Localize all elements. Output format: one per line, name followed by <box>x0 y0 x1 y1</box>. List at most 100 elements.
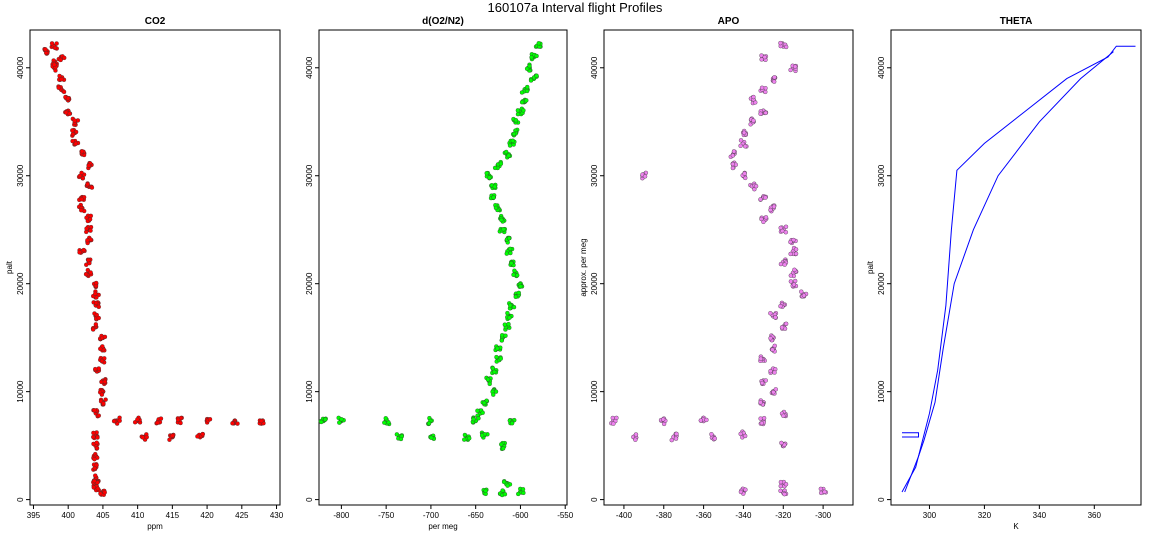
data-point <box>493 205 499 211</box>
data-point <box>509 261 514 266</box>
data-point <box>642 174 648 179</box>
data-point <box>536 41 541 46</box>
data-point <box>778 483 783 489</box>
data-point <box>778 40 783 46</box>
data-point <box>483 488 488 494</box>
data-point <box>507 143 513 148</box>
data-point <box>501 446 506 451</box>
data-point <box>73 141 78 146</box>
data-point <box>768 207 773 213</box>
x-tick-label: 410 <box>131 511 145 520</box>
data-point <box>88 213 94 218</box>
data-point <box>503 333 508 338</box>
x-tick-label: 360 <box>1088 511 1102 520</box>
y-axis-label: palt <box>866 260 875 274</box>
data-point <box>90 327 96 332</box>
data-point <box>783 482 789 487</box>
data-point <box>200 432 205 437</box>
data-point <box>779 440 784 446</box>
data-point <box>475 408 480 413</box>
data-point <box>323 417 328 422</box>
data-point <box>742 171 747 176</box>
y-tick-label: 40000 <box>590 56 599 79</box>
data-point <box>56 85 61 90</box>
data-point <box>504 251 509 256</box>
data-point <box>462 437 467 442</box>
data-point <box>195 434 200 439</box>
y-tick-label: 30000 <box>877 164 886 187</box>
data-point <box>772 370 777 375</box>
data-point <box>158 416 164 421</box>
data-point <box>508 250 513 256</box>
data-point <box>759 420 765 426</box>
plot-frame <box>603 29 854 506</box>
data-point <box>784 44 789 50</box>
data-point <box>524 88 530 94</box>
data-point <box>498 161 504 166</box>
data-point <box>94 440 99 445</box>
data-point <box>743 487 748 492</box>
x-tick-label: 340 <box>1033 511 1047 520</box>
data-point <box>95 486 101 491</box>
data-point <box>87 217 93 222</box>
data-point <box>337 420 342 425</box>
data-point <box>144 434 149 440</box>
data-point <box>515 111 521 117</box>
data-point <box>88 270 93 275</box>
data-point <box>319 419 324 425</box>
x-tick-label: 300 <box>923 511 937 520</box>
x-tick-label: -550 <box>557 511 574 520</box>
x-axis-label: ppm <box>147 522 163 531</box>
data-point <box>57 73 62 79</box>
y-tick-label: 10000 <box>590 380 599 403</box>
y-tick-label: 20000 <box>16 272 25 295</box>
data-point <box>85 267 90 273</box>
data-point <box>758 356 763 361</box>
data-point <box>772 75 777 80</box>
y-tick-label: 0 <box>16 497 25 502</box>
data-point <box>86 257 91 263</box>
data-point <box>103 397 108 402</box>
data-point <box>524 98 529 103</box>
x-tick-label: -750 <box>378 511 395 520</box>
data-point <box>534 53 539 59</box>
data-point <box>511 304 517 310</box>
data-point <box>782 262 787 267</box>
data-point <box>513 294 518 299</box>
data-point <box>499 442 504 447</box>
data-point <box>84 262 89 267</box>
x-tick-label: -650 <box>468 511 485 520</box>
data-point <box>91 434 96 440</box>
data-point <box>516 290 521 296</box>
data-point <box>52 45 58 51</box>
data-point <box>170 433 175 438</box>
data-point <box>773 387 778 392</box>
data-point <box>502 492 508 497</box>
data-point <box>492 165 498 171</box>
data-point <box>93 300 99 306</box>
panel-title: THETA <box>1000 16 1033 27</box>
data-point <box>512 268 517 273</box>
data-point <box>491 195 496 200</box>
panel-title: APO <box>718 16 740 27</box>
data-point <box>793 64 798 69</box>
data-point <box>507 315 512 320</box>
data-point <box>101 401 106 406</box>
x-tick-label: 430 <box>270 511 284 520</box>
data-point <box>58 57 63 63</box>
y-tick-label: 40000 <box>16 56 25 79</box>
x-tick-label: 395 <box>27 511 41 520</box>
data-point <box>501 227 506 232</box>
data-point <box>783 321 789 326</box>
data-point <box>674 431 679 437</box>
data-point <box>758 197 763 202</box>
data-point <box>495 346 500 351</box>
data-point <box>99 358 105 364</box>
panel-4: THETA 300 320 340 360 0 10000 20000 30000 40000 Kp… <box>866 16 1142 531</box>
data-point <box>768 336 773 341</box>
data-point <box>511 272 516 277</box>
data-point <box>788 279 794 284</box>
data-point <box>175 417 181 422</box>
data-point <box>521 108 526 113</box>
data-point <box>485 377 491 382</box>
